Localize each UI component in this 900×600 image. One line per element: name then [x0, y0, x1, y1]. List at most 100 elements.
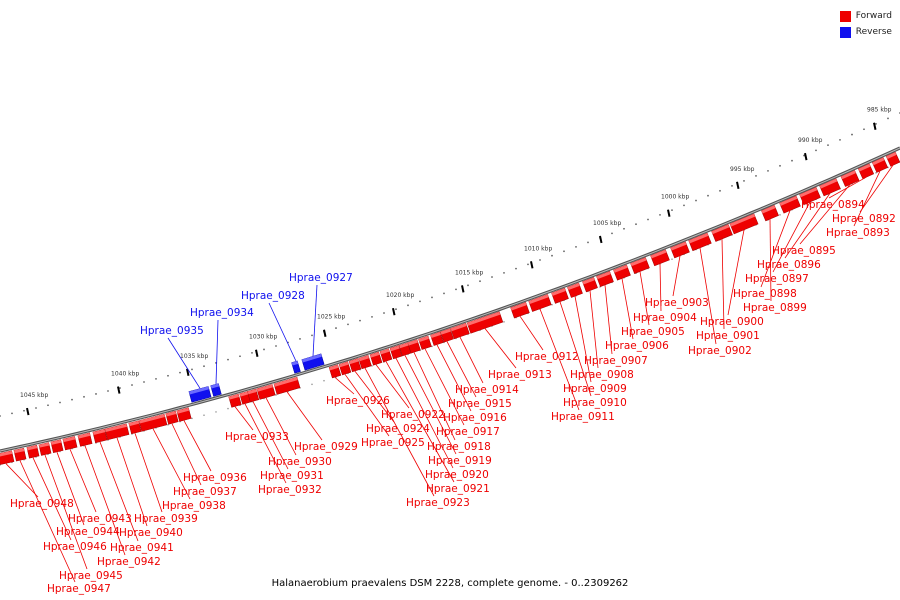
gene-label-hprae_0928[interactable]: Hprae_0928 — [241, 290, 305, 302]
gene-label-hprae_0937[interactable]: Hprae_0937 — [173, 486, 237, 498]
gene-feature-hprae_0892[interactable] — [885, 151, 900, 167]
gene-label-hprae_0912[interactable]: Hprae_0912 — [515, 351, 579, 363]
gene-label-hprae_0904[interactable]: Hprae_0904 — [633, 312, 697, 324]
gene-feature-hprae_0922[interactable] — [369, 351, 383, 366]
gene-feature-hprae_0916[interactable] — [430, 331, 444, 346]
gene-label-hprae_0936[interactable]: Hprae_0936 — [183, 472, 247, 484]
gene-label-hprae_0924[interactable]: Hprae_0924 — [366, 423, 430, 435]
gene-feature-hprae_0929[interactable] — [273, 376, 301, 395]
gene-label-hprae_0919[interactable]: Hprae_0919 — [428, 455, 492, 467]
gene-feature-hprae_0933[interactable] — [228, 393, 242, 408]
gene-feature-hprae_0932[interactable] — [239, 391, 251, 405]
gene-label-hprae_0916[interactable]: Hprae_0916 — [443, 412, 507, 424]
gene-label-hprae_0929[interactable]: Hprae_0929 — [294, 441, 358, 453]
gene-label-hprae_0945[interactable]: Hprae_0945 — [59, 570, 123, 582]
gene-feature-hprae_0899[interactable] — [761, 204, 779, 222]
gene-feature-hprae_0934[interactable] — [210, 383, 222, 397]
gene-label-hprae_0925[interactable]: Hprae_0925 — [361, 437, 425, 449]
gene-label-hprae_0934[interactable]: Hprae_0934 — [190, 307, 254, 319]
gene-feature-hprae_0930[interactable] — [256, 384, 276, 400]
gene-label-hprae_0899[interactable]: Hprae_0899 — [743, 302, 807, 314]
gene-feature-hprae_0914[interactable] — [450, 322, 470, 340]
gene-label-hprae_0938[interactable]: Hprae_0938 — [162, 500, 226, 512]
gene-label-hprae_0943[interactable]: Hprae_0943 — [68, 513, 132, 525]
gene-label-hprae_0948[interactable]: Hprae_0948 — [10, 498, 74, 510]
gene-label-hprae_0910[interactable]: Hprae_0910 — [563, 397, 627, 409]
gene-label-hprae_0893[interactable]: Hprae_0893 — [826, 227, 890, 239]
gene-feature-hprae_0937[interactable] — [165, 410, 179, 425]
gene-label-hprae_0932[interactable]: Hprae_0932 — [258, 484, 322, 496]
gene-label-hprae_0921[interactable]: Hprae_0921 — [426, 483, 490, 495]
gene-feature-hprae_0920[interactable] — [389, 345, 403, 360]
gene-feature-hprae_0900[interactable] — [729, 213, 759, 235]
gene-feature-hprae_0928[interactable] — [291, 360, 301, 374]
gene-feature-hprae_0915[interactable] — [440, 328, 454, 343]
gene-feature-hprae_0940[interactable] — [104, 423, 130, 441]
gene-label-hprae_0907[interactable]: Hprae_0907 — [584, 355, 648, 367]
gene-feature-hprae_0921[interactable] — [379, 348, 393, 363]
gene-feature-hprae_0913[interactable] — [466, 311, 504, 334]
gene-feature-hprae_0942[interactable] — [77, 432, 93, 447]
gene-label-hprae_0902[interactable]: Hprae_0902 — [688, 345, 752, 357]
gene-feature-hprae_0935[interactable] — [188, 386, 212, 403]
gene-label-hprae_0903[interactable]: Hprae_0903 — [645, 297, 709, 309]
gene-label-hprae_0923[interactable]: Hprae_0923 — [406, 497, 470, 509]
gene-label-hprae_0913[interactable]: Hprae_0913 — [488, 369, 552, 381]
gene-feature-hprae_0944[interactable] — [50, 439, 64, 453]
gene-label-hprae_0920[interactable]: Hprae_0920 — [425, 469, 489, 481]
gene-label-hprae_0940[interactable]: Hprae_0940 — [119, 527, 183, 539]
gene-feature-hprae_0906[interactable] — [613, 264, 631, 281]
gene-feature-hprae_0908[interactable] — [582, 277, 598, 293]
gene-label-hprae_0896[interactable]: Hprae_0896 — [757, 259, 821, 271]
gene-label-hprae_0933[interactable]: Hprae_0933 — [225, 431, 289, 443]
gene-feature-hprae_0936[interactable] — [176, 407, 192, 422]
gene-feature-hprae_0896[interactable] — [819, 178, 841, 197]
gene-label-hprae_0901[interactable]: Hprae_0901 — [696, 330, 760, 342]
gene-feature-hprae_0897[interactable] — [799, 187, 821, 205]
gene-feature-hprae_0919[interactable] — [398, 342, 412, 357]
gene-label-hprae_0914[interactable]: Hprae_0914 — [455, 384, 519, 396]
gene-feature-hprae_0945[interactable] — [38, 442, 52, 456]
gene-feature-hprae_0911[interactable] — [528, 294, 552, 312]
gene-feature-hprae_0902[interactable] — [688, 232, 712, 252]
gene-label-hprae_0892[interactable]: Hprae_0892 — [832, 213, 896, 225]
gene-feature-hprae_0901[interactable] — [711, 224, 733, 242]
gene-feature-hprae_0910[interactable] — [551, 287, 569, 304]
gene-label-hprae_0897[interactable]: Hprae_0897 — [745, 273, 809, 285]
gene-label-hprae_0911[interactable]: Hprae_0911 — [551, 411, 615, 423]
gene-feature-hprae_0938[interactable] — [138, 413, 168, 432]
gene-label-hprae_0942[interactable]: Hprae_0942 — [97, 556, 161, 568]
gene-feature-hprae_0947[interactable] — [13, 447, 27, 462]
gene-label-hprae_0935[interactable]: Hprae_0935 — [140, 325, 204, 337]
gene-label-hprae_0898[interactable]: Hprae_0898 — [733, 288, 797, 300]
gene-feature-hprae_0927[interactable] — [301, 353, 325, 371]
gene-label-hprae_0915[interactable]: Hprae_0915 — [448, 398, 512, 410]
gene-label-hprae_0946[interactable]: Hprae_0946 — [43, 541, 107, 553]
gene-feature-hprae_0912[interactable] — [510, 302, 530, 319]
gene-label-hprae_0927[interactable]: Hprae_0927 — [289, 272, 353, 284]
gene-label-hprae_0939[interactable]: Hprae_0939 — [134, 513, 198, 525]
gene-label-hprae_0931[interactable]: Hprae_0931 — [260, 470, 324, 482]
gene-feature-hprae_0917[interactable] — [418, 335, 432, 350]
gene-label-hprae_0905[interactable]: Hprae_0905 — [621, 326, 685, 338]
gene-feature-hprae_0926[interactable] — [328, 364, 342, 379]
gene-feature-hprae_0895[interactable] — [840, 170, 860, 187]
gene-label-hprae_0922[interactable]: Hprae_0922 — [381, 409, 445, 421]
gene-label-hprae_0947[interactable]: Hprae_0947 — [47, 583, 111, 595]
gene-feature-hprae_0905[interactable] — [630, 257, 650, 274]
gene-label-hprae_0908[interactable]: Hprae_0908 — [570, 369, 634, 381]
gene-feature-hprae_0909[interactable] — [567, 282, 583, 298]
gene-feature-hprae_0946[interactable] — [26, 444, 40, 459]
gene-feature-hprae_0893[interactable] — [871, 157, 889, 173]
gene-label-hprae_0930[interactable]: Hprae_0930 — [268, 456, 332, 468]
gene-feature-hprae_0923[interactable] — [358, 355, 372, 370]
gene-label-hprae_0906[interactable]: Hprae_0906 — [605, 340, 669, 352]
gene-feature-hprae_0924[interactable] — [348, 358, 362, 373]
gene-feature-hprae_0894[interactable] — [857, 163, 875, 180]
gene-label-hprae_0900[interactable]: Hprae_0900 — [700, 316, 764, 328]
gene-feature-hprae_0903[interactable] — [670, 241, 690, 259]
gene-feature-hprae_0898[interactable] — [779, 195, 801, 214]
gene-label-hprae_0917[interactable]: Hprae_0917 — [436, 426, 500, 438]
gene-feature-hprae_0939[interactable] — [128, 420, 142, 435]
gene-label-hprae_0909[interactable]: Hprae_0909 — [563, 383, 627, 395]
